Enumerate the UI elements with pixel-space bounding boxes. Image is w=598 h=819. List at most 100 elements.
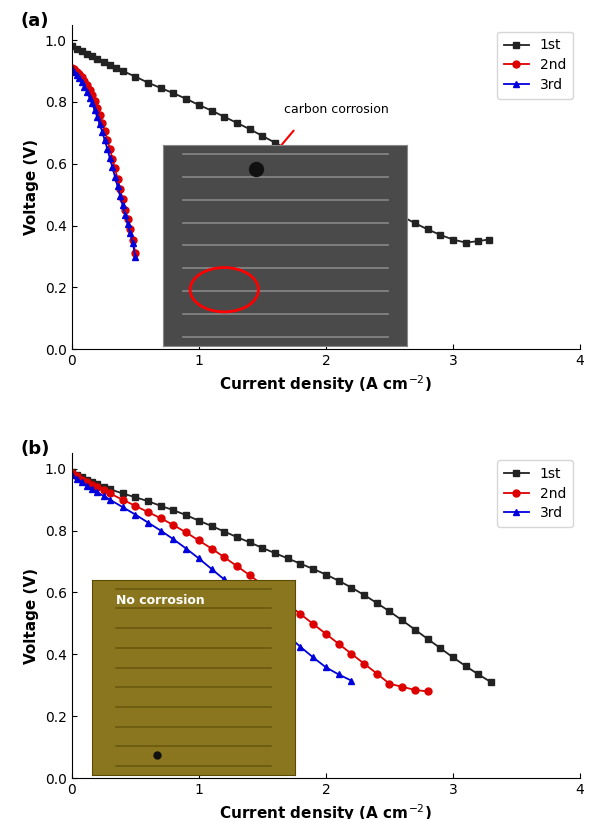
1st: [221, 527, 228, 536]
1st: [208, 106, 215, 115]
1st: [259, 543, 266, 553]
1st: [106, 60, 114, 70]
2nd: [117, 184, 124, 194]
3rd: [271, 620, 279, 630]
2nd: [71, 65, 78, 75]
3rd: [221, 575, 228, 585]
2nd: [93, 482, 100, 492]
1st: [145, 496, 152, 506]
1st: [157, 83, 164, 93]
2nd: [129, 234, 136, 244]
1st: [119, 66, 126, 76]
2nd: [195, 536, 202, 545]
3rd: [117, 191, 124, 201]
1st: [145, 78, 152, 88]
1st: [487, 677, 495, 687]
1st: [297, 152, 304, 162]
3rd: [335, 669, 342, 679]
1st: [93, 54, 100, 64]
1st: [361, 590, 368, 600]
3rd: [96, 120, 103, 129]
Line: 3rd: 3rd: [68, 472, 355, 684]
1st: [182, 94, 190, 104]
2nd: [83, 80, 90, 90]
3rd: [78, 477, 86, 487]
Text: (a): (a): [21, 11, 50, 29]
1st: [373, 598, 380, 608]
1st: [89, 477, 96, 487]
2nd: [119, 194, 126, 204]
1st: [310, 564, 317, 574]
2nd: [99, 118, 106, 128]
Line: 1st: 1st: [68, 468, 495, 686]
3rd: [73, 70, 80, 79]
3rd: [106, 153, 114, 163]
2nd: [78, 72, 86, 82]
Legend: 1st, 2nd, 3rd: 1st, 2nd, 3rd: [497, 460, 573, 527]
2nd: [361, 658, 368, 668]
3rd: [83, 481, 90, 491]
1st: [100, 482, 107, 491]
1st: [195, 516, 202, 526]
1st: [112, 63, 120, 73]
1st: [310, 160, 317, 170]
2nd: [233, 561, 240, 571]
3rd: [121, 210, 129, 219]
1st: [83, 475, 90, 485]
1st: [475, 236, 482, 246]
1st: [233, 118, 240, 128]
1st: [386, 606, 393, 616]
2nd: [132, 501, 139, 511]
2nd: [114, 174, 121, 183]
1st: [335, 576, 342, 586]
3rd: [93, 112, 100, 122]
2nd: [101, 126, 108, 136]
1st: [335, 174, 342, 184]
2nd: [96, 110, 103, 120]
1st: [462, 661, 469, 671]
1st: [83, 49, 90, 59]
2nd: [73, 472, 80, 482]
3rd: [124, 219, 131, 229]
3rd: [233, 586, 240, 595]
3rd: [71, 66, 78, 76]
2nd: [170, 520, 177, 530]
1st: [284, 554, 291, 563]
1st: [322, 167, 329, 177]
1st: [119, 489, 126, 499]
3rd: [129, 238, 136, 247]
1st: [68, 41, 75, 51]
3rd: [284, 631, 291, 640]
3rd: [109, 162, 116, 172]
3rd: [195, 554, 202, 563]
1st: [348, 582, 355, 592]
2nd: [124, 215, 131, 224]
1st: [100, 57, 107, 66]
1st: [398, 211, 405, 221]
3rd: [310, 653, 317, 663]
1st: [348, 182, 355, 192]
2nd: [93, 103, 100, 113]
2nd: [76, 69, 83, 79]
1st: [78, 473, 86, 482]
1st: [78, 46, 86, 56]
3rd: [68, 65, 75, 75]
1st: [437, 230, 444, 240]
2nd: [89, 480, 96, 490]
1st: [424, 224, 431, 234]
X-axis label: Current density (A cm$^{-2}$): Current density (A cm$^{-2}$): [219, 803, 432, 819]
3rd: [101, 135, 108, 145]
1st: [182, 510, 190, 520]
1st: [373, 197, 380, 206]
Text: carbon corrosion: carbon corrosion: [283, 102, 389, 115]
3rd: [73, 473, 80, 483]
3rd: [106, 495, 114, 505]
3rd: [111, 172, 118, 182]
3rd: [68, 470, 75, 480]
3rd: [208, 564, 215, 574]
3rd: [99, 127, 106, 137]
3rd: [127, 229, 134, 238]
3rd: [76, 74, 83, 84]
1st: [297, 559, 304, 568]
2nd: [109, 154, 116, 164]
